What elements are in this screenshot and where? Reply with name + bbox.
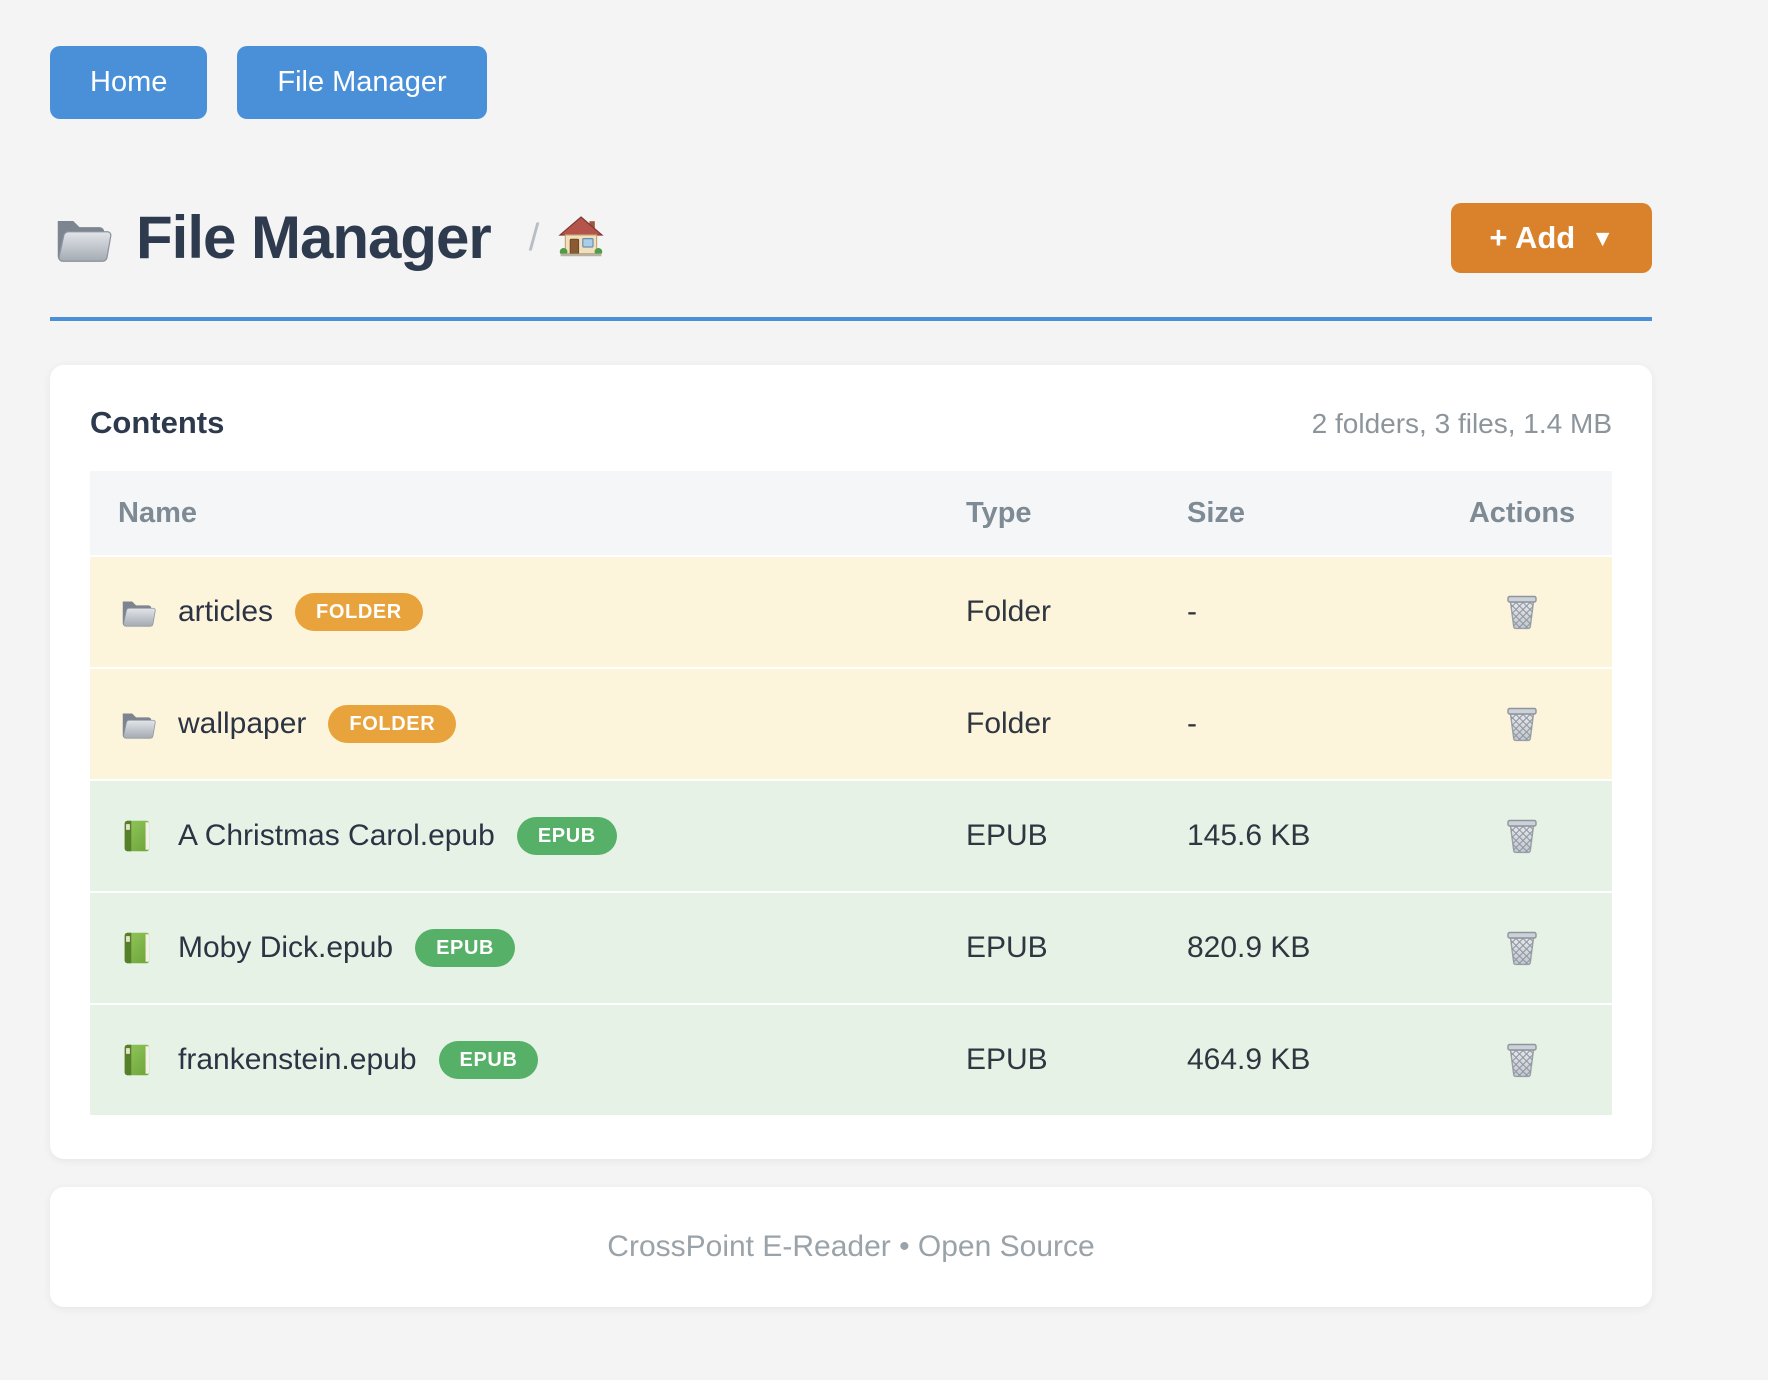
type-badge: EPUB — [415, 929, 516, 967]
type-cell: Folder — [966, 707, 1052, 740]
name-cell: frankenstein.epub EPUB — [90, 1041, 966, 1079]
home-icon[interactable] — [557, 214, 605, 262]
add-button-label: + Add — [1489, 220, 1576, 255]
size-cell: - — [1187, 595, 1197, 628]
file-manager-page: Home File Manager File Manager / + Add ▼… — [50, 0, 1652, 1307]
folder-icon — [118, 705, 156, 743]
file-table: Name Type Size Actions articles FOLDER F… — [90, 471, 1612, 1115]
top-nav: Home File Manager — [50, 46, 1652, 119]
name-cell: wallpaper FOLDER — [90, 705, 966, 743]
trash-icon — [1502, 928, 1542, 968]
size-cell: 145.6 KB — [1187, 819, 1311, 852]
type-cell: Folder — [966, 595, 1052, 628]
table-body: articles FOLDER Folder - wallpaper FOLDE… — [90, 555, 1612, 1115]
table-row: Moby Dick.epub EPUB EPUB 820.9 KB — [90, 891, 1612, 1003]
table-row: articles FOLDER Folder - — [90, 555, 1612, 667]
column-header-type: Type — [966, 496, 1032, 529]
delete-button[interactable] — [1498, 700, 1546, 748]
column-header-name: Name — [118, 496, 197, 529]
add-button[interactable]: + Add ▼ — [1451, 203, 1652, 273]
contents-card-header: Contents 2 folders, 3 files, 1.4 MB — [90, 405, 1612, 441]
type-cell: EPUB — [966, 931, 1048, 964]
type-badge: FOLDER — [295, 593, 423, 631]
footer-card: CrossPoint E-Reader • Open Source — [50, 1187, 1652, 1307]
contents-heading: Contents — [90, 405, 225, 440]
book-icon — [118, 1041, 156, 1079]
contents-card: Contents 2 folders, 3 files, 1.4 MB Name… — [50, 365, 1652, 1159]
delete-button[interactable] — [1498, 812, 1546, 860]
contents-summary: 2 folders, 3 files, 1.4 MB — [1311, 408, 1612, 439]
column-header-size: Size — [1187, 496, 1246, 529]
size-cell: - — [1187, 707, 1197, 740]
file-name[interactable]: A Christmas Carol.epub — [178, 819, 495, 852]
actions-cell — [1432, 700, 1612, 748]
type-badge: EPUB — [438, 1041, 539, 1079]
name-cell: A Christmas Carol.epub EPUB — [90, 817, 966, 855]
delete-button[interactable] — [1498, 1036, 1546, 1084]
actions-cell — [1432, 588, 1612, 636]
column-header-actions: Actions — [1468, 496, 1576, 529]
caret-down-icon: ▼ — [1591, 224, 1614, 251]
type-badge: FOLDER — [328, 705, 457, 743]
name-cell: Moby Dick.epub EPUB — [90, 929, 966, 967]
footer-text: CrossPoint E-Reader • Open Source — [607, 1230, 1095, 1263]
trash-icon — [1502, 704, 1542, 744]
size-cell: 820.9 KB — [1187, 931, 1311, 964]
home-button[interactable]: Home — [50, 46, 208, 119]
type-cell: EPUB — [966, 1043, 1048, 1076]
table-header-row: Name Type Size Actions — [90, 471, 1612, 555]
header-divider — [50, 317, 1652, 321]
trash-icon — [1502, 816, 1542, 856]
actions-cell — [1432, 1036, 1612, 1084]
page-title: File Manager — [136, 204, 492, 271]
trash-icon — [1502, 1040, 1542, 1080]
book-icon — [118, 817, 156, 855]
table-row: wallpaper FOLDER Folder - — [90, 667, 1612, 779]
file-name[interactable]: articles — [178, 595, 274, 628]
size-cell: 464.9 KB — [1187, 1043, 1311, 1076]
table-row: frankenstein.epub EPUB EPUB 464.9 KB — [90, 1003, 1612, 1115]
file-manager-button[interactable]: File Manager — [237, 46, 487, 119]
table-row: A Christmas Carol.epub EPUB EPUB 145.6 K… — [90, 779, 1612, 891]
breadcrumb-separator: / — [528, 216, 540, 259]
name-cell: articles FOLDER — [90, 593, 966, 631]
trash-icon — [1502, 592, 1542, 632]
actions-cell — [1432, 812, 1612, 860]
type-cell: EPUB — [966, 819, 1048, 852]
file-name[interactable]: wallpaper — [178, 707, 307, 740]
file-name[interactable]: frankenstein.epub — [178, 1043, 417, 1076]
folder-icon — [50, 207, 112, 269]
folder-icon — [118, 593, 156, 631]
page-header: File Manager / + Add ▼ — [50, 203, 1652, 273]
book-icon — [118, 929, 156, 967]
actions-cell — [1432, 924, 1612, 972]
type-badge: EPUB — [516, 817, 617, 855]
delete-button[interactable] — [1498, 588, 1546, 636]
delete-button[interactable] — [1498, 924, 1546, 972]
file-name[interactable]: Moby Dick.epub — [178, 931, 394, 964]
